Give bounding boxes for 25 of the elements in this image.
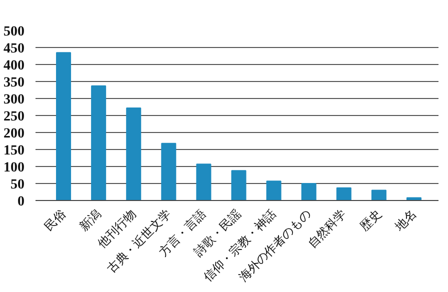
y-tick-label: 250: [4, 110, 24, 124]
y-tick-label: 500: [4, 24, 24, 40]
y-tick-label: 150: [4, 144, 24, 158]
y-tick-label: 200: [4, 126, 24, 142]
x-tick-label: 地名: [391, 206, 419, 234]
bar: [91, 85, 106, 200]
bar: [56, 52, 72, 200]
y-tick-label: 400: [4, 58, 24, 74]
bar: [371, 190, 386, 200]
x-tick-label: 民俗: [42, 206, 68, 234]
bar: [196, 164, 212, 200]
y-tick-label: 50: [10, 178, 24, 192]
bar: [126, 108, 142, 200]
x-tick-label: 歴史: [357, 206, 384, 234]
x-tick-label: 新潟: [76, 206, 104, 234]
bar: [231, 170, 246, 200]
y-tick-label: 300: [4, 92, 24, 108]
bar: [336, 187, 352, 200]
y-tick-label: 450: [4, 42, 24, 56]
bar: [301, 183, 316, 200]
y-tick-label: 350: [4, 76, 24, 90]
bar: [266, 180, 282, 200]
y-tick-label: 0: [18, 194, 24, 210]
bar: [161, 142, 176, 200]
y-tick-label: 100: [4, 160, 24, 176]
